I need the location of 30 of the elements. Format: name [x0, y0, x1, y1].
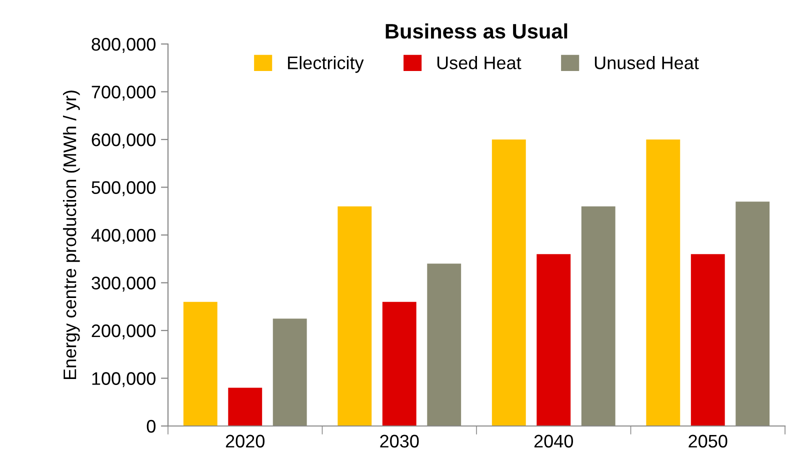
y-tick-label: 400,000 — [91, 228, 156, 244]
y-axis-title: Energy centre production (MWh / yr) — [62, 90, 80, 380]
x-tick-label: 2050 — [688, 434, 728, 448]
y-tick-label: 800,000 — [92, 38, 156, 53]
x-tick-label: 2040 — [534, 434, 574, 448]
x-tick-label: 2030 — [380, 434, 419, 448]
bar — [536, 254, 571, 426]
bar — [228, 388, 262, 426]
y-tick-label: 600,000 — [92, 133, 156, 148]
y-tick-label: 700,000 — [92, 86, 156, 101]
bar — [690, 254, 725, 426]
bar — [427, 264, 462, 426]
legend-label: Unused Heat — [594, 56, 699, 70]
bar — [338, 206, 372, 426]
bar — [736, 202, 770, 426]
y-tick-label: 300,000 — [92, 276, 156, 292]
y-tick-label: 0 — [146, 420, 156, 433]
y-tick-label: 100,000 — [92, 372, 156, 388]
legend-label: Used Heat — [437, 56, 522, 70]
y-tick-label: 500,000 — [92, 181, 156, 196]
bar — [183, 302, 218, 426]
y-tick-label: 200,000 — [92, 324, 156, 340]
bar — [646, 140, 680, 426]
x-tick-label: 2020 — [226, 434, 265, 448]
legend-label: Electricity — [288, 56, 364, 73]
bar — [272, 318, 307, 426]
bar — [382, 302, 416, 426]
bar — [492, 140, 526, 426]
bar — [581, 206, 616, 426]
chart-title: Business as Usual — [386, 23, 568, 39]
